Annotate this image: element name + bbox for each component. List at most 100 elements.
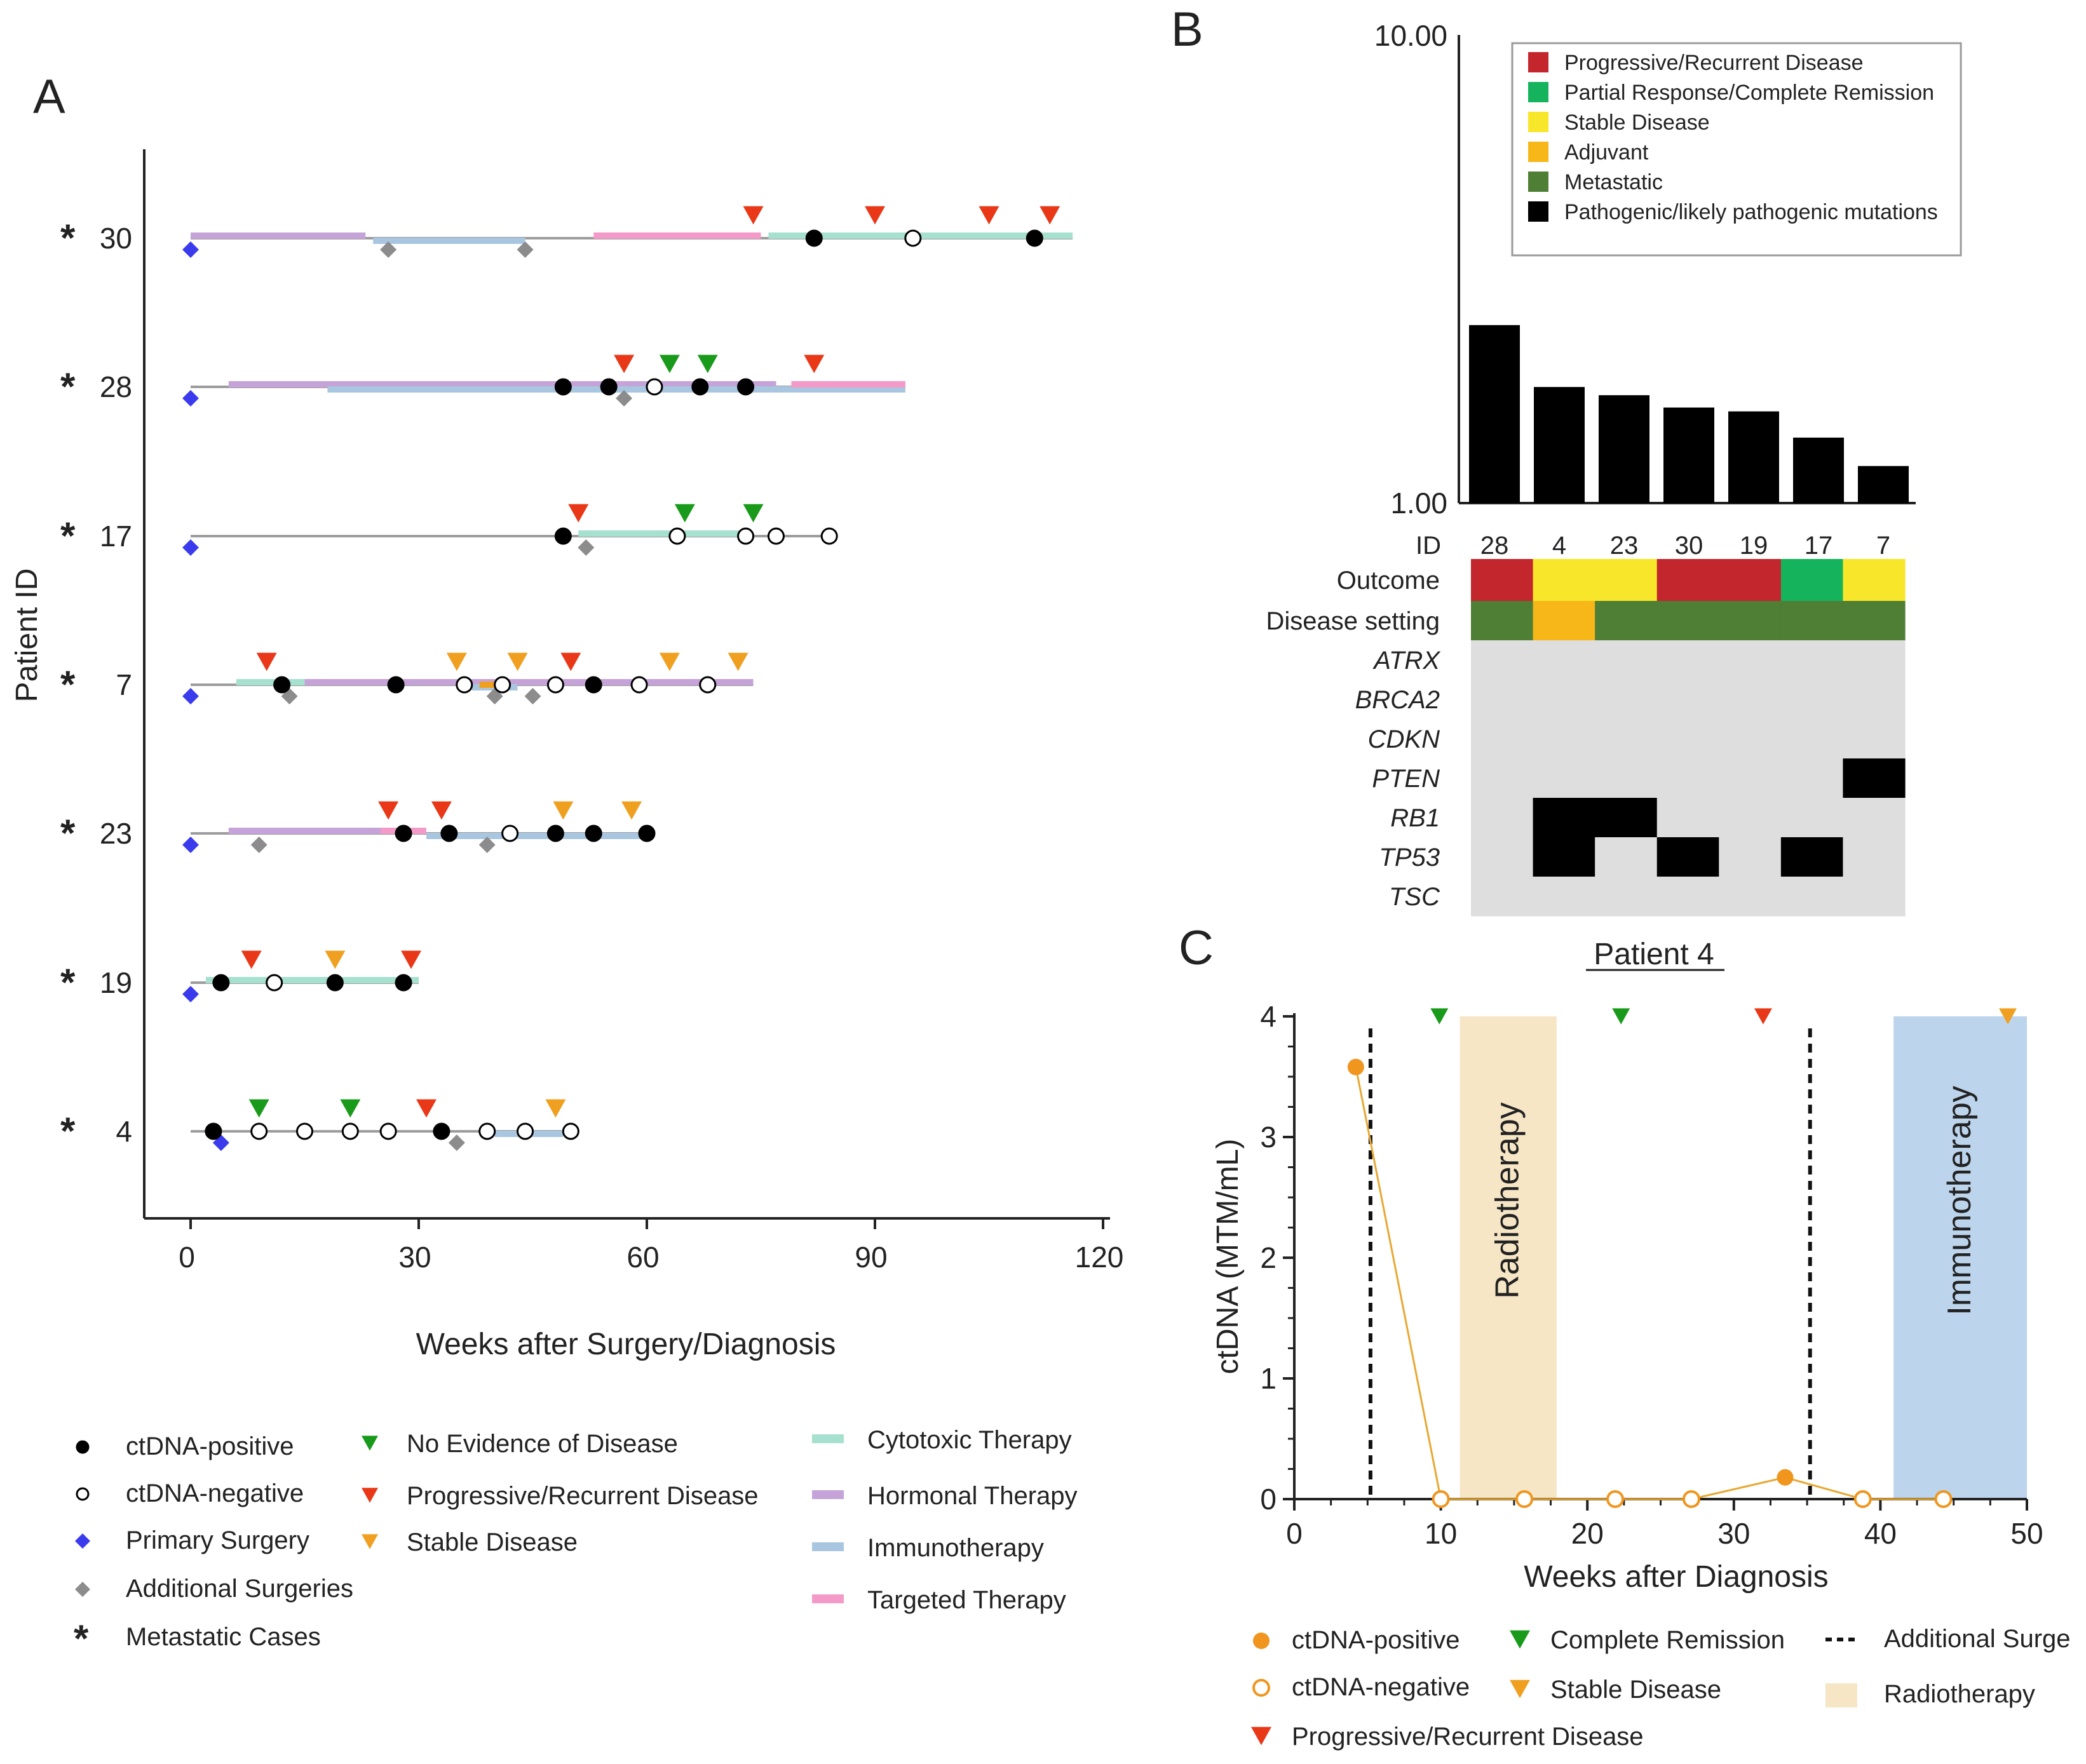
a-additional-surgery (448, 1134, 465, 1151)
a-prog-marker (378, 801, 399, 820)
a-legend-hormonal: Hormonal Therapy (812, 1482, 1078, 1510)
b-bar-23 (1599, 395, 1649, 503)
b-id-30: 30 (1675, 532, 1703, 560)
a-stable-marker (545, 1099, 566, 1118)
c-event-ned (1612, 1008, 1630, 1025)
b-legend-hm_prog: Progressive/Recurrent Disease (1528, 51, 1864, 75)
b-bar-19 (1728, 411, 1779, 503)
b-heat-cell (1780, 719, 1844, 759)
a-legend-swatch (362, 1436, 378, 1451)
b-legend-hm_adjuvant: Adjuvant (1528, 140, 1649, 165)
a-prog-marker (241, 950, 262, 969)
b-heat-cell (1656, 837, 1719, 877)
a-ctdna-negative (296, 1122, 313, 1140)
b-heat-row-label: RB1 (1390, 804, 1440, 832)
a-additional-surgery (517, 241, 534, 258)
c-x-tick-label: 0 (1286, 1517, 1303, 1550)
c-band-radiotherapy: Radiotherapy (1460, 1016, 1557, 1499)
a-x-tick-label: 0 (179, 1241, 195, 1274)
c-legend-addsurg: Additional Surge (1825, 1625, 2071, 1653)
a-primary-surgery (182, 241, 199, 258)
a-ctdna-negative (562, 1122, 579, 1140)
a-ctdna-positive (395, 974, 412, 992)
c-legend-label: ctDNA-negative (1292, 1673, 1470, 1701)
c-legend-swatch (1510, 1680, 1530, 1699)
c-ctdna-positive (1777, 1469, 1794, 1486)
a-row-star: * (60, 961, 76, 1004)
b-legend-swatch (1528, 172, 1548, 192)
b-heat-cell (1471, 837, 1534, 877)
b-heat-cell (1780, 877, 1844, 917)
a-ctdna-positive (600, 378, 618, 396)
c-band-label: Immunotherapy (1941, 1086, 1978, 1315)
a-prog-marker (804, 354, 825, 374)
c-band-label: Radiotherapy (1489, 1102, 1526, 1298)
b-heat-cell (1595, 837, 1658, 877)
b-bar-7 (1858, 466, 1909, 503)
a-row-star: * (60, 515, 76, 557)
b-legend-label: Progressive/Recurrent Disease (1564, 51, 1864, 75)
b-heat-row-label: TP53 (1379, 844, 1440, 872)
a-ctdna-positive (387, 676, 405, 694)
b-heat-cell (1471, 601, 1534, 641)
b-legend-label: Metastatic (1564, 170, 1663, 194)
b-id-4: 4 (1552, 532, 1566, 560)
b-heat-cell (1843, 798, 1906, 838)
b-heat-cell (1656, 719, 1719, 759)
a-legend-label: Stable Disease (407, 1528, 578, 1556)
b-heat-cell (1656, 798, 1719, 838)
c-legend: ctDNA-positive ctDNA-negative Progressive/… (1251, 1625, 2071, 1751)
a-stable-marker (446, 652, 467, 671)
b-heat-cell (1533, 559, 1595, 602)
a-prog-marker (256, 652, 277, 671)
b-heat-cell (1533, 798, 1595, 838)
a-ctdna-positive (1026, 229, 1043, 247)
a-row-label: 19 (100, 966, 132, 999)
a-stable-marker (728, 652, 748, 671)
b-heat-cell (1471, 798, 1534, 838)
a-ctdna-negative (379, 1122, 397, 1140)
a-ctdna-negative (546, 676, 564, 694)
a-row-star: * (60, 812, 76, 854)
c-ctdna-line (1355, 1067, 1944, 1500)
a-legend-swatch (812, 1434, 844, 1443)
c-x-axis-label: Weeks after Diagnosis (1524, 1560, 1828, 1594)
a-legend-swatch (362, 1488, 378, 1503)
a-x-tick-label: 60 (626, 1241, 659, 1274)
b-id-label: ID (1416, 532, 1441, 560)
b-heat-cell (1719, 601, 1782, 641)
a-ctdna-negative (646, 378, 663, 396)
a-primary-surgery (182, 688, 199, 704)
c-ctdna-negative (1934, 1490, 1953, 1508)
a-therapy-cytotoxic (205, 977, 419, 983)
b-heat-cell (1780, 640, 1844, 680)
b-heat-cell (1843, 877, 1906, 917)
c-legend-label: Stable Disease (1550, 1676, 1721, 1704)
a-legend-swatch (362, 1534, 378, 1549)
a-x-tick-label: 120 (1075, 1241, 1124, 1274)
b-heat-row-cdkn: CDKN (1368, 719, 1906, 759)
a-legend-stable: Stable Disease (362, 1528, 578, 1556)
a-ctdna-positive (205, 1122, 222, 1140)
c-x-tick-label: 10 (1425, 1517, 1457, 1550)
c-event-ned (1430, 1008, 1449, 1025)
a-row-30: * 30 (60, 206, 1073, 259)
b-heat-cell (1780, 798, 1844, 838)
b-id-17: 17 (1805, 532, 1833, 560)
a-ned-marker (743, 504, 764, 523)
b-id-23: 23 (1610, 532, 1639, 560)
c-event-stable (1999, 1008, 2017, 1025)
a-ctdna-positive (273, 676, 291, 694)
a-row-star: * (60, 663, 76, 706)
a-additional-surgery (578, 539, 595, 556)
b-heat-cell (1471, 758, 1534, 798)
b-bar-4 (1534, 387, 1585, 503)
a-legend-swatch: * (74, 1617, 89, 1660)
b-heat-cell (1719, 798, 1782, 838)
c-legend-swatch (1251, 1727, 1271, 1746)
a-legend-swatch (75, 1582, 90, 1597)
a-prog-marker (979, 206, 999, 225)
b-heat-cell (1780, 601, 1844, 641)
c-ctdna-negative (1606, 1490, 1625, 1508)
a-ctdna-negative (904, 229, 922, 247)
